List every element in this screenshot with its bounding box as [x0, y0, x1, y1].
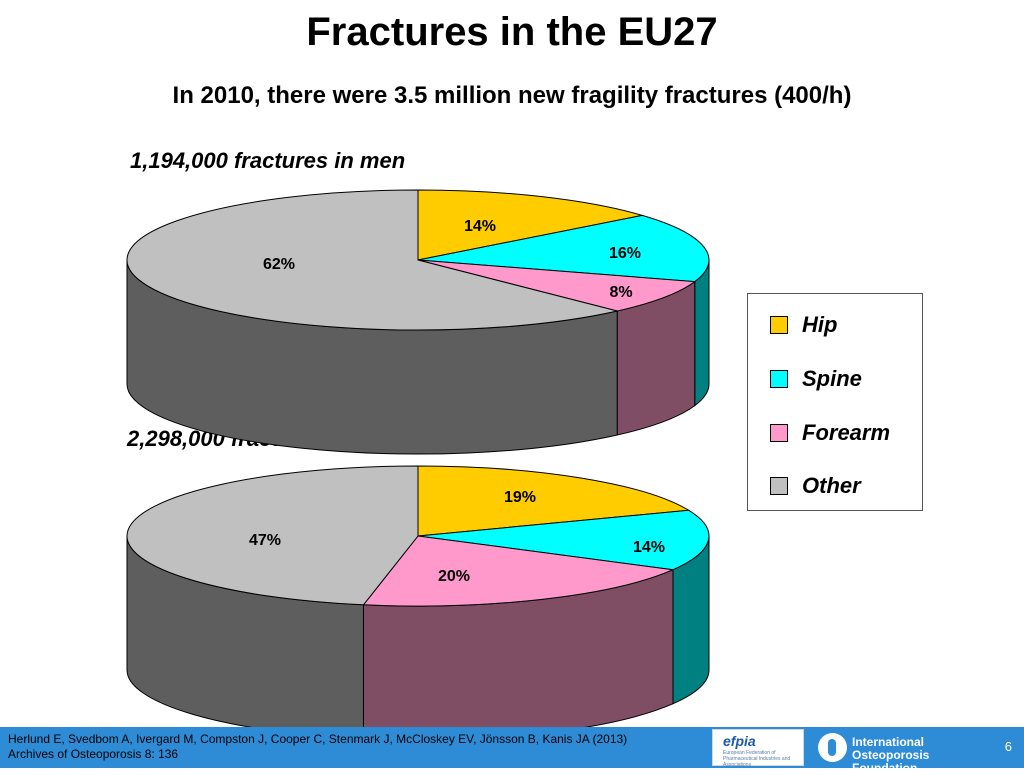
legend-item-spine: Spine	[770, 364, 862, 394]
pie-men-label-forearm: 8%	[609, 284, 632, 301]
legend-item-other: Other	[770, 471, 861, 501]
pie-men-slice-other	[126, 189, 618, 331]
slide-title: Fractures in the EU27	[306, 10, 718, 54]
pie-women-slice-hip	[417, 465, 691, 537]
iof-logo-line-2: Foundation	[852, 761, 918, 775]
iof-logo-text: International Osteoporosis Foundation	[852, 736, 988, 775]
legend-swatch-forearm	[770, 424, 788, 442]
pie-men-label-hip: 14%	[464, 218, 496, 235]
page-number: 6	[1004, 739, 1012, 754]
pie-women-slice-forearm	[362, 535, 675, 607]
legend-item-hip: Hip	[770, 310, 837, 340]
pie-men-sides	[126, 259, 710, 455]
pie-men-label-other: 62%	[263, 256, 295, 273]
reference-line-1: Herlund E, Svedbom A, Ivergard M, Compst…	[8, 732, 628, 746]
pie-men-slice-forearm	[417, 259, 697, 312]
pie-men-label-spine: 16%	[609, 245, 641, 262]
pie-women: 19% 14% 20% 47%	[126, 465, 710, 727]
reference-citation: Herlund E, Svedbom A, Ivergard M, Compst…	[8, 732, 627, 762]
legend-label-spine: Spine	[802, 366, 862, 391]
iof-logo: International Osteoporosis Foundation	[812, 729, 988, 775]
efpia-logo-word: efpia	[723, 733, 756, 749]
iof-logo-line-1: International Osteoporosis	[852, 735, 930, 762]
efpia-logo: efpia European Federation of Pharmaceuti…	[712, 729, 804, 768]
men-pie-title: 1,194,000 fractures in men	[130, 148, 406, 173]
reference-line-2: Archives of Osteoporosis 8: 136	[8, 747, 179, 761]
legend-label-hip: Hip	[802, 312, 838, 337]
pie-men-slice-hip	[417, 189, 643, 261]
pie-women-label-hip: 19%	[504, 489, 536, 506]
pie-women-slice-other	[126, 465, 419, 606]
legend-swatch-spine	[770, 370, 788, 388]
pie-women-slice-spine	[417, 509, 710, 571]
pie-women-label-forearm: 20%	[438, 568, 470, 585]
slide-subtitle: In 2010, there were 3.5 million new frag…	[172, 82, 852, 109]
pie-charts: 14% 16% 8% 62% 19% 14% 20% 47%	[126, 189, 710, 727]
legend-swatch-hip	[770, 316, 788, 334]
pie-men-side-spine	[694, 259, 710, 407]
legend-swatch-other	[770, 477, 788, 495]
iof-mark-icon	[818, 733, 847, 762]
chart-legend: Hip Spine Forearm Other	[747, 293, 923, 511]
pie-men-slice-spine	[417, 214, 710, 283]
efpia-logo-subtitle: European Federation of Pharmaceutical In…	[723, 750, 791, 768]
footer-bar: Herlund E, Svedbom A, Ivergard M, Compst…	[0, 727, 1024, 775]
legend-label-other: Other	[802, 473, 861, 498]
legend-item-forearm: Forearm	[770, 418, 890, 448]
pie-women-label-spine: 14%	[633, 539, 665, 556]
pie-men: 14% 16% 8% 62%	[126, 189, 710, 455]
legend-label-forearm: Forearm	[802, 420, 891, 445]
pie-women-label-other: 47%	[249, 532, 281, 549]
pie-women-sides	[126, 535, 710, 727]
